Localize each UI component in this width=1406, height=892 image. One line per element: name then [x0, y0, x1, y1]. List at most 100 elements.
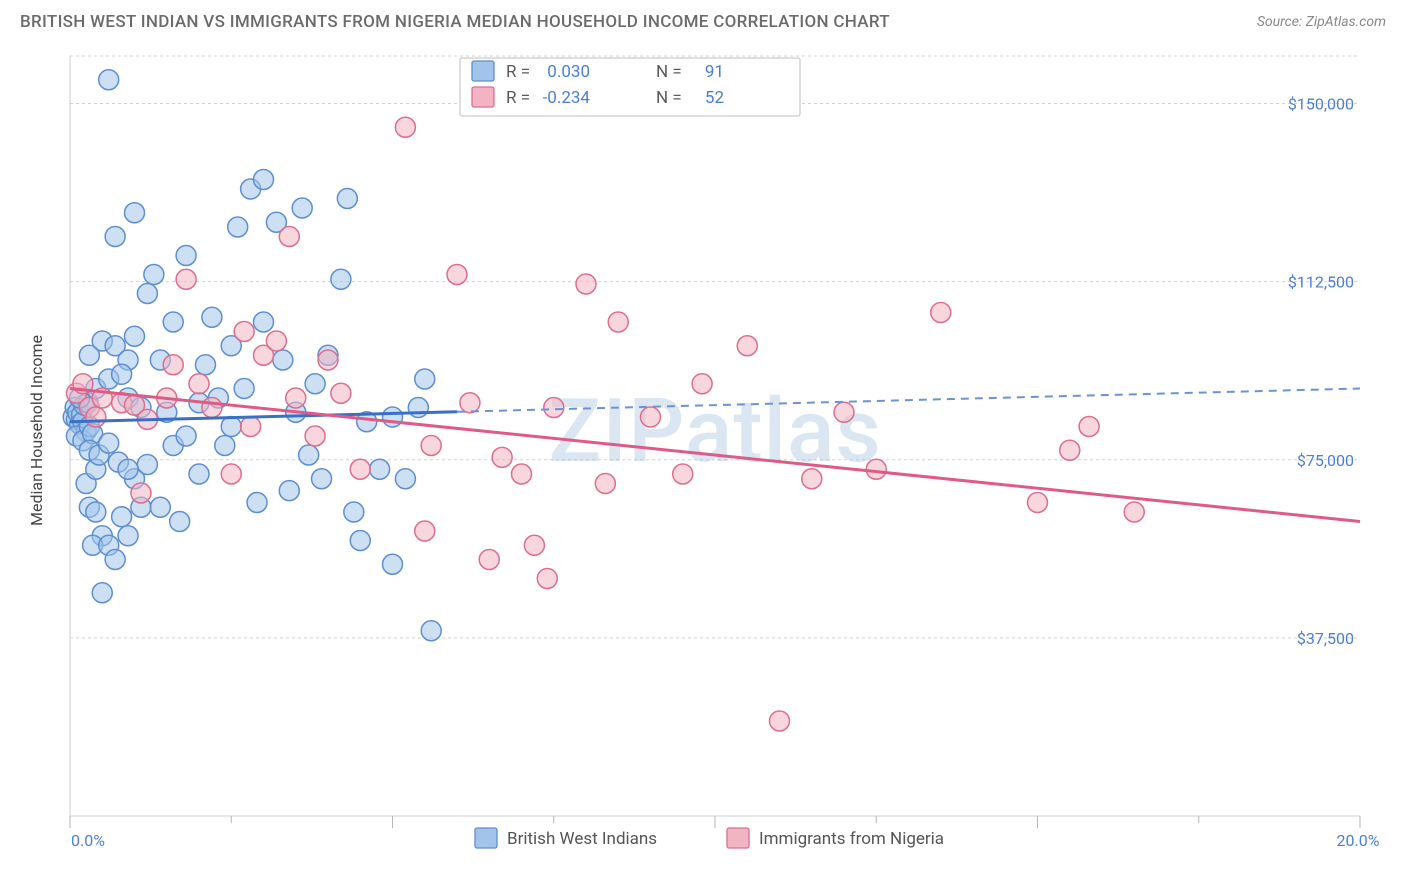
y-tick-label: $75,000	[1297, 451, 1354, 470]
data-point	[176, 426, 196, 446]
data-point	[866, 459, 886, 479]
data-point	[99, 433, 119, 453]
data-point	[241, 417, 261, 437]
legend-stat-label: N =	[656, 62, 682, 82]
data-point	[1079, 417, 1099, 437]
data-point	[105, 227, 125, 247]
data-point	[189, 464, 209, 484]
x-tick-label: 20.0%	[1337, 831, 1380, 850]
data-point	[105, 550, 125, 570]
legend-swatch	[475, 828, 497, 848]
data-point	[137, 284, 157, 304]
data-point	[163, 312, 183, 332]
data-point	[415, 369, 435, 389]
data-point	[673, 464, 693, 484]
y-axis-label: Median Household Income	[27, 335, 46, 526]
data-point	[421, 621, 441, 641]
data-point	[286, 388, 306, 408]
data-point	[131, 483, 151, 503]
data-point	[512, 464, 532, 484]
data-point	[1060, 440, 1080, 460]
data-point	[447, 265, 467, 285]
data-point	[408, 398, 428, 418]
data-point	[279, 227, 299, 247]
data-point	[337, 189, 357, 209]
data-point	[595, 474, 615, 494]
data-point	[92, 583, 112, 603]
data-point	[492, 447, 512, 467]
legend-swatch	[472, 87, 494, 107]
data-point	[318, 350, 338, 370]
data-point	[1124, 502, 1144, 522]
data-point	[641, 407, 661, 427]
data-point	[86, 502, 106, 522]
data-point	[479, 550, 499, 570]
data-point	[344, 502, 364, 522]
data-point	[305, 374, 325, 394]
chart-title: BRITISH WEST INDIAN VS IMMIGRANTS FROM N…	[20, 12, 890, 32]
legend-swatch	[472, 61, 494, 81]
data-point	[247, 493, 267, 513]
data-point	[931, 303, 951, 323]
data-point	[331, 269, 351, 289]
source-label: Source: ZipAtlas.com	[1257, 14, 1386, 30]
data-point	[228, 217, 248, 237]
data-point	[299, 445, 319, 465]
data-point	[737, 336, 757, 356]
y-tick-label: $37,500	[1297, 629, 1354, 648]
legend-stat-label: R =	[506, 88, 530, 108]
data-point	[350, 459, 370, 479]
legend-r-value: 0.030	[547, 62, 590, 82]
data-point	[150, 497, 170, 517]
data-point	[202, 398, 222, 418]
data-point	[537, 569, 557, 589]
chart-area: $37,500$75,000$112,500$150,0000.0%20.0%M…	[20, 46, 1386, 872]
data-point	[112, 507, 132, 527]
data-point	[144, 265, 164, 285]
data-point	[312, 469, 332, 489]
data-point	[395, 117, 415, 137]
legend-series-label: British West Indians	[507, 829, 657, 849]
data-point	[215, 436, 235, 456]
data-point	[176, 269, 196, 289]
data-point	[692, 374, 712, 394]
data-point	[254, 312, 274, 332]
data-point	[383, 554, 403, 574]
x-tick-label: 0.0%	[71, 831, 105, 850]
data-point	[350, 531, 370, 551]
data-point	[125, 203, 145, 223]
data-point	[279, 481, 299, 501]
data-point	[273, 350, 293, 370]
legend-n-value: 91	[705, 62, 724, 82]
legend-n-value: 52	[705, 88, 724, 108]
data-point	[125, 326, 145, 346]
data-point	[415, 521, 435, 541]
data-point	[834, 402, 854, 422]
data-point	[305, 426, 325, 446]
data-point	[163, 355, 183, 375]
data-point	[460, 393, 480, 413]
legend-series-label: Immigrants from Nigeria	[759, 829, 944, 849]
data-point	[524, 535, 544, 555]
data-point	[86, 407, 106, 427]
data-point	[234, 379, 254, 399]
data-point	[195, 355, 215, 375]
data-point	[370, 459, 390, 479]
data-point	[118, 526, 138, 546]
data-point	[189, 374, 209, 394]
data-point	[221, 417, 241, 437]
data-point	[254, 170, 274, 190]
data-point	[383, 407, 403, 427]
data-point	[395, 469, 415, 489]
scatter-chart: $37,500$75,000$112,500$150,0000.0%20.0%M…	[20, 46, 1386, 872]
data-point	[292, 198, 312, 218]
y-tick-label: $112,500	[1288, 273, 1354, 292]
data-point	[234, 322, 254, 342]
data-point	[118, 459, 138, 479]
data-point	[266, 331, 286, 351]
legend-stat-label: N =	[656, 88, 682, 108]
legend-stat-label: R =	[506, 62, 530, 82]
data-point	[421, 436, 441, 456]
data-point	[544, 398, 564, 418]
data-point	[1028, 493, 1048, 513]
